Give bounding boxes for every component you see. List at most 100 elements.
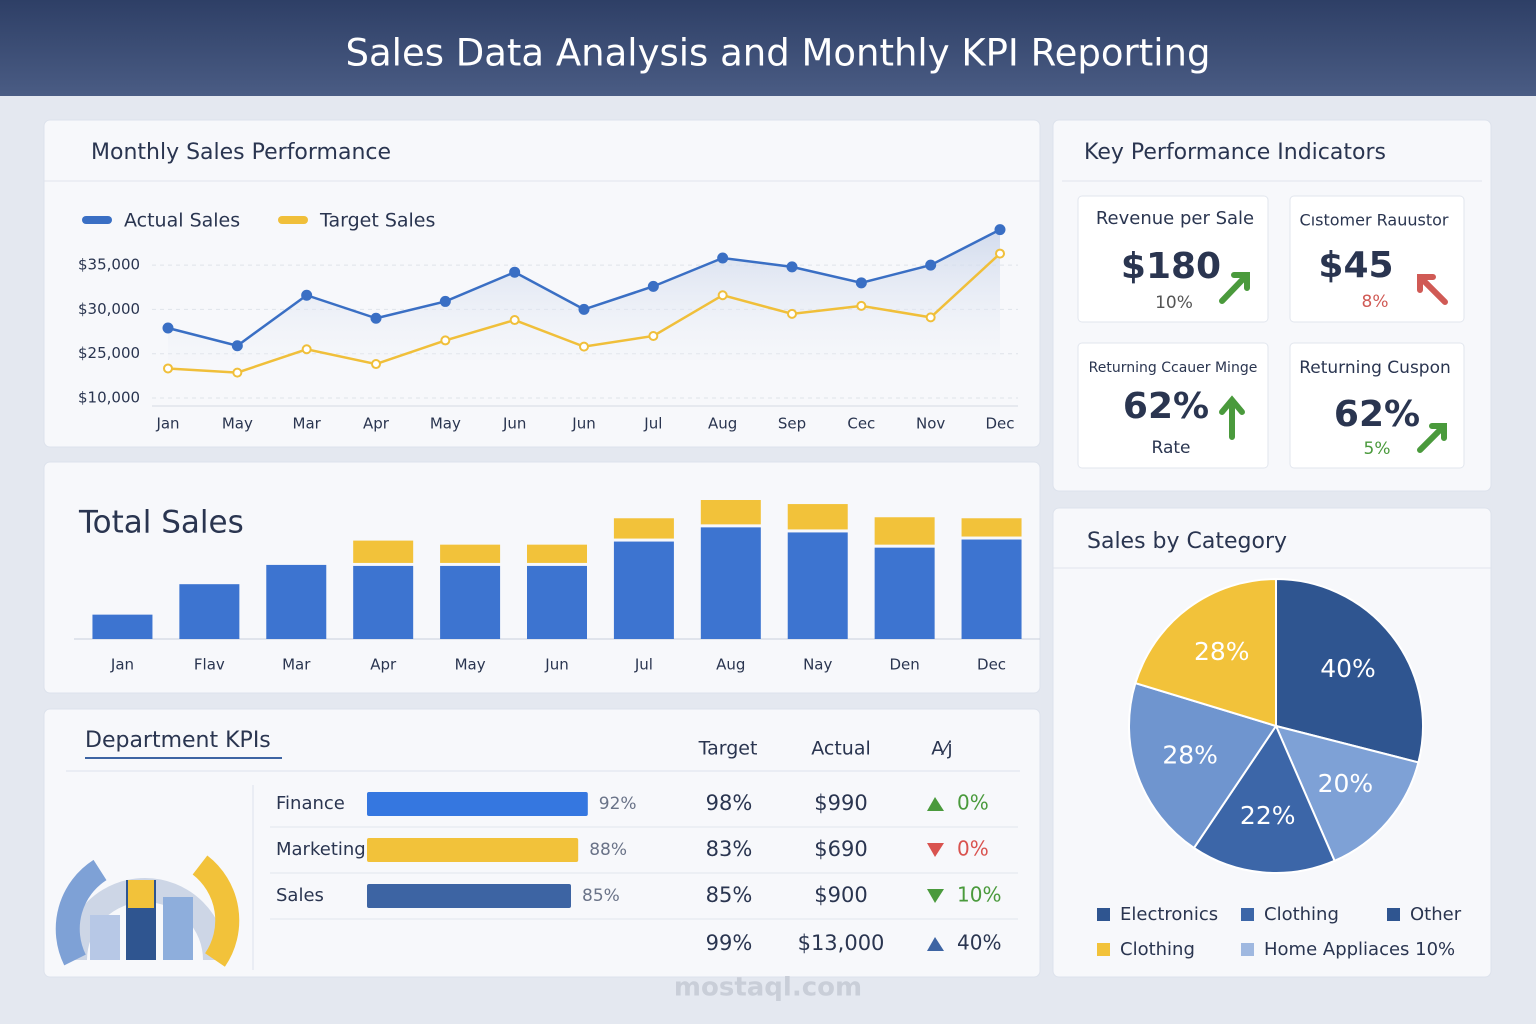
point (232, 367, 243, 378)
bar-segment (353, 540, 414, 563)
legend-label: Clothing (1120, 939, 1195, 960)
point (717, 252, 729, 264)
pie-slice (1128, 681, 1278, 850)
point (787, 308, 797, 319)
actual: $900 (814, 883, 867, 907)
actual: $13,000 (798, 931, 885, 955)
x-tick-label: Sep (778, 415, 806, 433)
column-header: A⁄j (931, 738, 952, 760)
x-tick-label: Jun (502, 415, 526, 433)
point (647, 280, 659, 292)
x-tick-label: Nay (803, 656, 832, 674)
header-bar (0, 0, 1536, 96)
department-title: Department KPIs (85, 728, 271, 753)
point (786, 261, 798, 273)
bar-title: Total Sales (78, 505, 244, 541)
y-tick-label: $30,000 (78, 300, 140, 318)
point (301, 289, 313, 301)
row-name: Marketing (276, 839, 366, 860)
trend-arrows (1219, 272, 1448, 453)
bar-segment (179, 584, 240, 639)
column-header: Target (698, 738, 758, 760)
x-tick-label: Flav (194, 656, 225, 674)
x-tick-label: Jun (571, 415, 595, 433)
point (371, 359, 381, 370)
x-tick-label: May (455, 656, 486, 674)
line-panel (43, 119, 1041, 448)
bar-segment (700, 527, 761, 639)
bar-segment (700, 500, 761, 525)
kpi-note: 8% (1362, 292, 1389, 312)
change: 0% (957, 791, 989, 815)
kpi-value: 62% (1334, 394, 1420, 435)
x-tick-label: Cec (847, 415, 875, 433)
x-tick-label: May (430, 415, 461, 433)
x-tick-label: Nov (916, 415, 945, 433)
progress-bar (367, 884, 571, 908)
change: 40% (957, 931, 1001, 955)
x-tick-label: Dec (985, 415, 1014, 433)
actual: $690 (814, 837, 867, 861)
slice-label: 40% (1320, 654, 1376, 683)
pie-slice (1192, 723, 1336, 874)
x-tick-label: May (222, 415, 253, 433)
point (370, 312, 382, 324)
bar-segment (440, 544, 501, 563)
bar-segment (266, 564, 327, 639)
slice-label: 22% (1240, 801, 1296, 830)
bar-segment (527, 544, 587, 563)
kpi-note: 5% (1364, 439, 1391, 459)
bar-segment (353, 565, 414, 639)
point (231, 340, 243, 352)
bar-segment (613, 518, 674, 539)
kpi-card (1289, 342, 1465, 469)
kpi-note: 10% (1155, 293, 1193, 313)
legend-label: Electronics (1120, 904, 1218, 925)
y-tick-label: $10,000 (78, 389, 140, 407)
point (162, 322, 174, 334)
x-tick-label: Jun (544, 656, 568, 674)
legend-swatch (1387, 908, 1400, 921)
x-tick-label: Aug (716, 656, 745, 674)
bar-segment (874, 517, 935, 545)
change-icons (927, 797, 944, 951)
legend-swatch (1241, 908, 1254, 921)
legend-label: Clothing (1264, 904, 1339, 925)
kpi-label: Cıstomer Rauustor (1300, 211, 1449, 230)
row-name: Sales (276, 885, 324, 906)
legend-swatch (1241, 943, 1254, 956)
bar-segment (527, 565, 587, 639)
point (509, 266, 521, 278)
kpi-label: Returning Ccauer Minge (1089, 360, 1258, 376)
bar-segment (961, 539, 1022, 639)
point (579, 341, 589, 352)
point (440, 335, 451, 346)
point (856, 300, 867, 311)
pie-title: Sales by Category (1087, 529, 1287, 554)
bar-segment (440, 565, 501, 639)
legend-label: Actual Sales (124, 210, 240, 232)
area (168, 229, 1000, 360)
legend-swatch (1097, 908, 1110, 921)
slice-label: 20% (1318, 769, 1374, 798)
kpi-card (1077, 342, 1269, 469)
row-name: Finance (276, 793, 345, 814)
bar-segment (787, 532, 848, 639)
actual: $990 (814, 791, 867, 815)
kpi-value: $45 (1318, 245, 1393, 286)
kpi-label: Revenue per Sale (1096, 208, 1254, 229)
progress-bar (367, 792, 588, 816)
kpi-value: $180 (1121, 246, 1221, 287)
legend-swatch (82, 216, 112, 224)
progress-label: 85% (582, 886, 620, 906)
target: 98% (706, 791, 753, 815)
legend-swatch (278, 216, 308, 224)
point (994, 224, 1006, 236)
x-tick-label: Jul (634, 656, 653, 674)
kpi-note: Rate (1152, 438, 1191, 458)
change: 10% (957, 883, 1001, 907)
kpi-cards: Revenue per Sale $180 10% Cıstomer Rauus… (1077, 195, 1465, 469)
progress-bar (367, 838, 579, 862)
kpi-label: Returning Cuspon (1299, 358, 1451, 378)
gauge-icon (55, 855, 240, 967)
